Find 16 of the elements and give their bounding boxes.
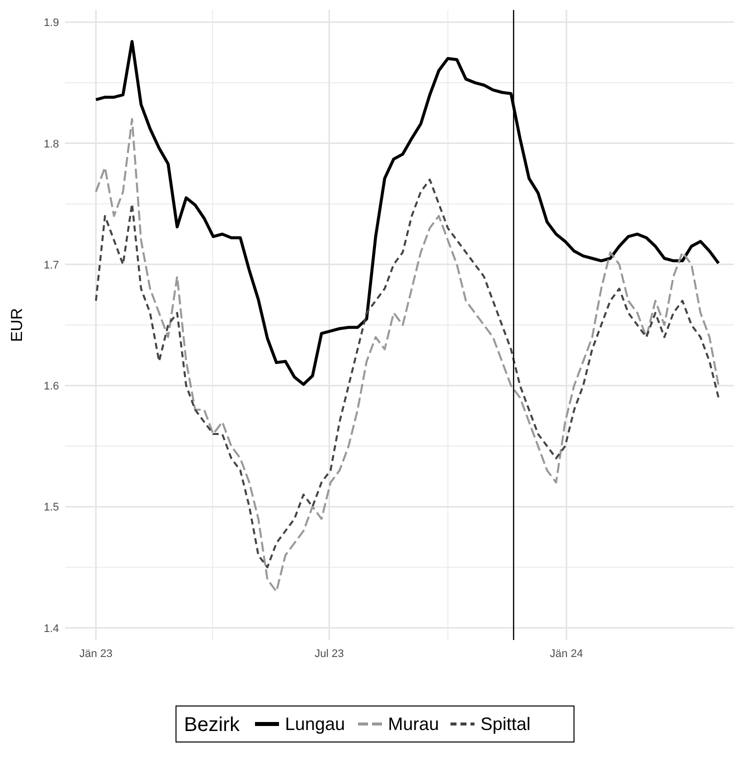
line-series bbox=[94, 178, 720, 568]
x-tick-label: Jän 23 bbox=[79, 648, 112, 660]
y-tick-label: 1.8 bbox=[44, 138, 59, 150]
x-tick-label: Jul 23 bbox=[314, 648, 344, 660]
y-tick-label: 1.9 bbox=[44, 17, 59, 30]
legend-label: Spittal bbox=[480, 714, 531, 734]
y-tick-label: 1.7 bbox=[44, 259, 59, 272]
legend-title: Bezirk bbox=[184, 714, 241, 736]
x-tick-label: Jän 24 bbox=[550, 648, 583, 660]
line-series bbox=[94, 118, 720, 593]
y-tick-label: 1.4 bbox=[44, 622, 59, 635]
y-tick-label: 1.6 bbox=[44, 380, 59, 393]
legend-label: Murau bbox=[388, 714, 440, 734]
y-tick-label: 1.5 bbox=[44, 502, 59, 514]
legend-label: Lungau bbox=[285, 714, 346, 734]
y-axis-title: EUR bbox=[9, 308, 26, 342]
